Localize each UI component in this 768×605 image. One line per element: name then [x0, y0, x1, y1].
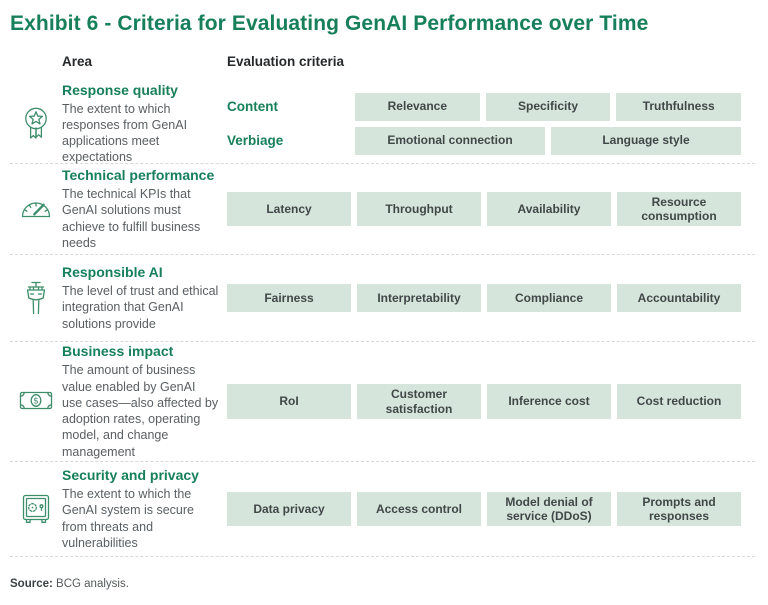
group-label-verbiage: Verbiage: [227, 133, 284, 148]
criteria-box: Inference cost: [487, 384, 611, 419]
criteria-cell: Fairness Interpretability Compliance Acc…: [227, 284, 755, 312]
criteria-box: Prompts and responses: [617, 491, 741, 527]
area-description: The extent to which responses from GenAI…: [62, 101, 188, 165]
criteria-box: Compliance: [487, 284, 611, 312]
source-text: BCG analysis.: [56, 578, 129, 590]
source-note: Source: BCG analysis.: [10, 578, 755, 590]
criteria-cell: Latency Throughput Availability Resource…: [227, 191, 755, 227]
header-area: Area: [62, 54, 93, 69]
criteria-box: Truthfulness: [616, 92, 742, 121]
criteria-box: Resource consumption: [617, 191, 741, 227]
table-header: Area Evaluation criteria: [10, 54, 755, 84]
area-title: Response quality: [62, 81, 178, 98]
header-evaluation-criteria: Evaluation criteria: [227, 54, 345, 69]
area-title: Business impact: [62, 343, 174, 360]
award-ribbon-icon: [10, 105, 62, 143]
area-title: Technical performance: [62, 167, 215, 183]
criteria-box: Fairness: [227, 284, 351, 312]
row-business-impact: $ Business impact The amount of business…: [10, 342, 755, 462]
criteria-box: Relevance: [355, 92, 480, 121]
row-response-quality: Response quality The extent to which res…: [10, 82, 755, 166]
area-cell: Business impact The amount of business v…: [62, 343, 227, 460]
criteria-box: RoI: [227, 384, 351, 419]
group-label-content: Content: [227, 99, 278, 114]
area-cell: Security and privacy The extent to which…: [62, 467, 227, 551]
criteria-box: Availability: [487, 191, 611, 227]
area-description: The level of trust and ethical integrati…: [62, 284, 219, 331]
criteria-box: Customer satisfaction: [357, 384, 481, 419]
page-title: Exhibit 6 - Criteria for Evaluating GenA…: [10, 12, 649, 35]
criteria-box: Access control: [357, 491, 481, 527]
source-label: Source:: [10, 578, 53, 590]
banknote-icon: $: [10, 383, 62, 421]
criteria-box: Cost reduction: [617, 384, 741, 419]
area-cell: Response quality The extent to which res…: [62, 82, 227, 166]
area-title: Responsible AI: [62, 264, 163, 281]
row-responsible-ai: Responsible AI The level of trust and et…: [10, 255, 755, 342]
speedometer-icon: [10, 190, 62, 228]
area-description: The technical KPIs that GenAI solutions …: [62, 187, 201, 250]
control-tower-icon: [10, 279, 62, 317]
criteria-box: Latency: [227, 191, 351, 227]
criteria-box: Language style: [551, 126, 741, 155]
criteria-box: Interpretability: [357, 284, 481, 312]
svg-text:$: $: [33, 396, 39, 406]
criteria-cell: Content Relevance Specificity Truthfulne…: [227, 92, 755, 155]
row-security-and-privacy: Security and privacy The extent to which…: [10, 462, 755, 557]
area-cell: Technical performance The technical KPIs…: [62, 167, 227, 251]
area-description: The amount of business value enabled by …: [62, 363, 219, 459]
safe-icon: [10, 490, 62, 528]
criteria-box: Data privacy: [227, 491, 351, 527]
criteria-box: Model denial of service (DDoS): [487, 491, 611, 527]
criteria-group-content: Content Relevance Specificity Truthfulne…: [227, 92, 742, 121]
criteria-cell: RoI Customer satisfaction Inference cost…: [227, 384, 755, 419]
criteria-box: Emotional connection: [355, 126, 545, 155]
criteria-group-verbiage: Verbiage Emotional connection Language s…: [227, 126, 741, 155]
row-technical-performance: Technical performance The technical KPIs…: [10, 164, 755, 255]
criteria-cell: Data privacy Access control Model denial…: [227, 491, 755, 527]
area-cell: Responsible AI The level of trust and et…: [62, 264, 227, 332]
area-description: The extent to which the GenAI system is …: [62, 487, 194, 550]
criteria-box: Specificity: [485, 92, 611, 121]
area-title: Security and privacy: [62, 467, 199, 483]
criteria-box: Accountability: [617, 284, 741, 312]
criteria-box: Throughput: [357, 191, 481, 227]
